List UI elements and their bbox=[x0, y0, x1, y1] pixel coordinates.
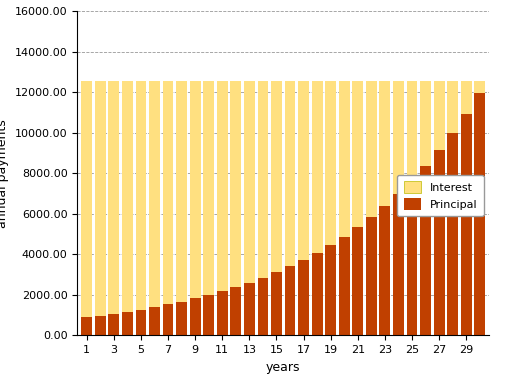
Bar bbox=[149, 81, 160, 307]
Bar bbox=[393, 194, 404, 335]
Bar bbox=[81, 81, 92, 317]
Bar bbox=[230, 81, 241, 287]
Bar bbox=[203, 295, 214, 335]
Bar bbox=[95, 81, 106, 315]
Bar bbox=[366, 217, 377, 335]
Bar bbox=[447, 81, 458, 133]
Bar bbox=[312, 253, 322, 335]
Bar bbox=[447, 133, 458, 335]
Bar bbox=[325, 245, 336, 335]
Bar bbox=[230, 287, 241, 335]
Bar bbox=[149, 307, 160, 335]
Bar bbox=[393, 81, 404, 194]
Bar bbox=[461, 81, 472, 114]
Bar bbox=[176, 302, 187, 335]
Bar bbox=[325, 81, 336, 245]
Bar bbox=[406, 81, 418, 181]
Bar bbox=[298, 260, 309, 335]
Bar bbox=[474, 81, 485, 93]
Bar bbox=[380, 206, 390, 335]
Bar bbox=[109, 314, 119, 335]
Bar bbox=[190, 81, 200, 298]
Bar bbox=[109, 81, 119, 314]
Bar bbox=[271, 272, 282, 335]
Legend: Interest, Principal: Interest, Principal bbox=[397, 174, 484, 216]
Bar bbox=[190, 298, 200, 335]
Bar bbox=[176, 81, 187, 302]
Bar bbox=[380, 81, 390, 206]
Y-axis label: annual payments: annual payments bbox=[0, 119, 9, 228]
Bar bbox=[244, 81, 255, 283]
Bar bbox=[217, 81, 228, 291]
Bar bbox=[203, 81, 214, 295]
Bar bbox=[352, 81, 363, 227]
Bar bbox=[434, 150, 444, 335]
Bar bbox=[461, 114, 472, 335]
Bar bbox=[81, 317, 92, 335]
Bar bbox=[420, 166, 431, 335]
Bar bbox=[258, 81, 268, 278]
Bar bbox=[271, 81, 282, 272]
Bar bbox=[298, 81, 309, 260]
X-axis label: years: years bbox=[266, 360, 300, 373]
Bar bbox=[135, 81, 146, 309]
Bar bbox=[122, 81, 133, 312]
Bar bbox=[95, 315, 106, 335]
Bar bbox=[285, 81, 296, 266]
Bar bbox=[285, 266, 296, 335]
Bar bbox=[244, 283, 255, 335]
Bar bbox=[420, 81, 431, 166]
Bar bbox=[312, 81, 322, 253]
Bar bbox=[406, 181, 418, 335]
Bar bbox=[434, 81, 444, 150]
Bar bbox=[163, 304, 174, 335]
Bar bbox=[366, 81, 377, 217]
Bar bbox=[339, 237, 350, 335]
Bar bbox=[217, 291, 228, 335]
Bar bbox=[163, 81, 174, 304]
Bar bbox=[258, 278, 268, 335]
Bar bbox=[474, 93, 485, 335]
Bar bbox=[352, 227, 363, 335]
Bar bbox=[339, 81, 350, 237]
Bar bbox=[135, 309, 146, 335]
Bar bbox=[122, 312, 133, 335]
